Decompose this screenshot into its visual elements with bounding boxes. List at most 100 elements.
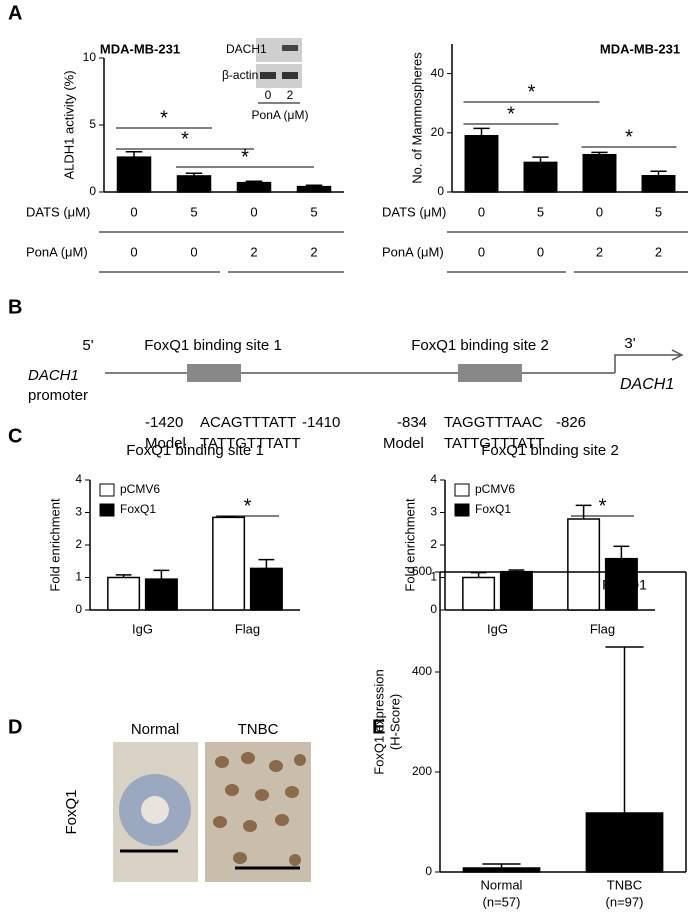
- blot-band: [260, 72, 276, 79]
- row-label: DATS (μM): [26, 204, 90, 219]
- sequence: TAGGTTTAAC: [444, 414, 543, 431]
- y-tick-label: 200: [412, 764, 432, 778]
- row-value: 0: [130, 244, 137, 259]
- position: -1410: [302, 414, 340, 431]
- image-title: TNBC: [238, 721, 279, 738]
- row-value: 5: [190, 204, 197, 219]
- y-tick-label: 20: [431, 125, 445, 139]
- x-tick-label: Flag: [590, 621, 615, 636]
- bar: [582, 153, 617, 193]
- site-name: FoxQ1 binding site 2: [411, 337, 549, 354]
- panel-label: A: [8, 2, 22, 24]
- y-tick-label: 1: [430, 570, 437, 584]
- bar: [116, 156, 152, 193]
- bar: [585, 812, 664, 873]
- legend-swatch: [454, 503, 470, 517]
- y-tick-label: 0: [75, 602, 82, 616]
- bar: [296, 185, 332, 193]
- binding-site-box: [458, 364, 522, 382]
- panel-label: C: [8, 425, 22, 447]
- ihc-texture: [141, 796, 169, 824]
- gene-name: DACH1: [28, 367, 79, 384]
- significance-label: *: [181, 128, 189, 150]
- x-tick-note: (n=97): [606, 894, 644, 909]
- bar: [176, 175, 212, 193]
- legend-label: FoxQ1: [475, 502, 511, 516]
- row-value: 0: [478, 204, 485, 219]
- row-value: 0: [596, 204, 603, 219]
- x-tick-label: IgG: [487, 621, 508, 636]
- panel-label: B: [8, 296, 22, 318]
- site-name: FoxQ1 binding site 1: [144, 337, 282, 354]
- y-tick-label: 600: [412, 564, 432, 578]
- legend-swatch: [99, 483, 115, 497]
- legend-swatch: [99, 503, 115, 517]
- bar: [462, 576, 496, 611]
- significance-label: *: [528, 81, 536, 103]
- model-label: Model: [383, 435, 424, 452]
- binding-site-box: [187, 364, 241, 382]
- row-label: PonA (μM): [382, 244, 444, 259]
- bar: [144, 578, 178, 611]
- bar: [249, 567, 283, 611]
- y-axis-label: ALDH1 activity (%): [61, 70, 76, 179]
- row-value: 0: [190, 244, 197, 259]
- lane-label: 0: [265, 88, 272, 102]
- panel-label: D: [8, 716, 22, 738]
- bar: [236, 181, 272, 193]
- bar: [604, 557, 638, 611]
- y-tick-label: 2: [75, 537, 82, 551]
- bar: [641, 174, 676, 193]
- five-prime: 5': [82, 337, 93, 354]
- blot-label: β-actin: [222, 68, 258, 82]
- row-value: 5: [310, 204, 317, 219]
- significance-label: *: [244, 495, 252, 517]
- row-value: 0: [130, 204, 137, 219]
- tss-arrow: [614, 354, 680, 373]
- histology: Normal TNBC FoxQ1: [63, 721, 311, 882]
- lane-title: PonA (μM): [252, 108, 309, 122]
- significance-label: *: [241, 146, 249, 168]
- lane-label: 2: [287, 88, 294, 102]
- significance-label: *: [599, 495, 607, 517]
- bar: [212, 516, 246, 611]
- y-tick-label: 4: [75, 472, 82, 486]
- row-value: 0: [478, 244, 485, 259]
- chart-title: FoxQ1 binding site 1: [126, 442, 264, 459]
- significance-label: *: [160, 107, 168, 129]
- bar: [567, 518, 601, 611]
- image-title: Normal: [131, 721, 179, 738]
- row-value: 2: [596, 244, 603, 259]
- ihc-texture: [213, 752, 306, 866]
- promoter-diagram: 5' 3' DACH1 promoter DACH1 FoxQ1 binding…: [28, 335, 684, 452]
- bar: [464, 135, 499, 193]
- significance-label: *: [625, 126, 633, 148]
- y-tick-label: 0: [437, 184, 444, 198]
- y-axis-label: Fold enrichment: [47, 498, 62, 592]
- sequence: TATTGTTTATT: [444, 435, 545, 452]
- row-label: DATS (μM): [382, 204, 446, 219]
- y-tick-label: 2: [430, 537, 437, 551]
- image-row-label: FoxQ1: [63, 789, 80, 834]
- model-label: Model: [145, 435, 186, 452]
- sequence: ACAGTTTATT: [200, 414, 296, 431]
- position: -1420: [145, 414, 183, 431]
- row-value: 2: [310, 244, 317, 259]
- x-tick-label: Flag: [235, 621, 260, 636]
- row-label: PonA (μM): [26, 244, 88, 259]
- western-blot: DACH1 β-actin 0 2 PonA (μM): [222, 38, 308, 122]
- blot-label: DACH1: [226, 42, 267, 56]
- chart-title: FoxQ1 binding site 2: [481, 442, 619, 459]
- y-tick-label: 0: [430, 602, 437, 616]
- annotation: P=0.01: [602, 577, 647, 593]
- row-value: 5: [537, 204, 544, 219]
- bar: [499, 570, 533, 611]
- y-tick-label: 0: [89, 184, 96, 198]
- annotation: MDA-MB-231: [100, 41, 180, 56]
- y-axis-label: FoxQ1 expression: [371, 669, 386, 775]
- y-axis-label: No. of Mammospheres: [409, 52, 424, 184]
- legend-label: FoxQ1: [120, 502, 156, 516]
- row-value: 0: [537, 244, 544, 259]
- panel-label: E: [372, 716, 385, 738]
- row-value: 2: [250, 244, 257, 259]
